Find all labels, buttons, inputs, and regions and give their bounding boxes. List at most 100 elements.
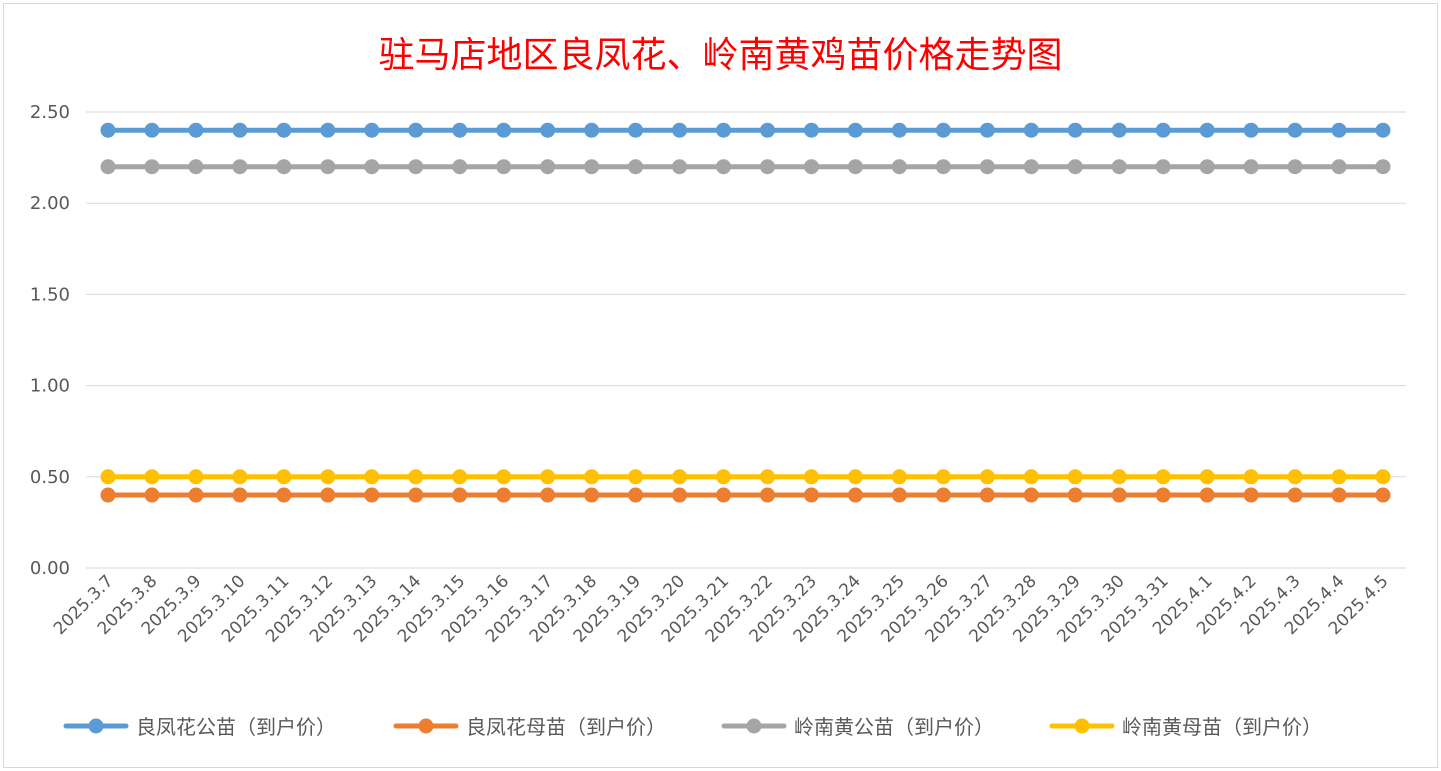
- y-tick-label: 0.00: [30, 558, 70, 579]
- data-point: [320, 469, 336, 485]
- data-point: [408, 469, 424, 485]
- data-point: [716, 122, 732, 138]
- data-point: [1199, 469, 1215, 485]
- data-point: [232, 122, 248, 138]
- data-point: [1023, 487, 1039, 503]
- data-point: [803, 159, 819, 175]
- data-point: [803, 469, 819, 485]
- data-point: [276, 122, 292, 138]
- data-point: [1375, 159, 1391, 175]
- data-point: [891, 159, 907, 175]
- data-point: [1199, 159, 1215, 175]
- data-point: [364, 122, 380, 138]
- data-point: [452, 487, 468, 503]
- data-point: [979, 122, 995, 138]
- data-point: [628, 159, 644, 175]
- data-point: [584, 469, 600, 485]
- data-point: [935, 469, 951, 485]
- data-point: [1287, 469, 1303, 485]
- data-point: [100, 487, 116, 503]
- data-point: [891, 469, 907, 485]
- data-point: [188, 469, 204, 485]
- data-point: [979, 469, 995, 485]
- data-point: [1023, 469, 1039, 485]
- data-point: [1331, 469, 1347, 485]
- data-point: [759, 487, 775, 503]
- y-tick-label: 0.50: [30, 467, 70, 488]
- data-point: [1199, 487, 1215, 503]
- data-point: [935, 159, 951, 175]
- data-point: [847, 487, 863, 503]
- data-point: [672, 487, 688, 503]
- data-point: [672, 469, 688, 485]
- data-point: [1243, 122, 1259, 138]
- data-point: [1111, 469, 1127, 485]
- data-point: [628, 122, 644, 138]
- data-point: [1023, 159, 1039, 175]
- y-tick-label: 2.00: [30, 193, 70, 214]
- data-point: [232, 469, 248, 485]
- data-point: [1375, 122, 1391, 138]
- data-point: [716, 469, 732, 485]
- data-point: [1067, 122, 1083, 138]
- data-point: [1331, 159, 1347, 175]
- x-axis-ticks: 2025.3.72025.3.82025.3.92025.3.102025.3.…: [50, 571, 1393, 646]
- data-point: [320, 122, 336, 138]
- data-point: [100, 159, 116, 175]
- data-point: [1111, 487, 1127, 503]
- data-point: [320, 159, 336, 175]
- data-point: [144, 469, 160, 485]
- data-point: [847, 159, 863, 175]
- data-point: [232, 159, 248, 175]
- data-point: [276, 159, 292, 175]
- data-point: [584, 487, 600, 503]
- data-point: [144, 122, 160, 138]
- data-point: [891, 122, 907, 138]
- data-point: [716, 159, 732, 175]
- data-point: [1155, 159, 1171, 175]
- data-point: [628, 469, 644, 485]
- legend-label: 岭南黄母苗（到户价）: [1122, 715, 1322, 739]
- data-point: [716, 487, 732, 503]
- data-point: [540, 159, 556, 175]
- data-point: [144, 487, 160, 503]
- data-point: [188, 487, 204, 503]
- data-point: [935, 487, 951, 503]
- data-point: [672, 159, 688, 175]
- data-point: [1155, 122, 1171, 138]
- legend-label: 良凤花公苗（到户价）: [136, 715, 336, 739]
- data-point: [276, 487, 292, 503]
- chart-title: 驻马店地区良凤花、岭南黄鸡苗价格走势图: [378, 35, 1063, 76]
- data-point: [935, 122, 951, 138]
- y-tick-label: 2.50: [30, 102, 70, 123]
- data-point: [847, 122, 863, 138]
- data-point: [364, 487, 380, 503]
- data-point: [540, 469, 556, 485]
- data-point: [1243, 159, 1259, 175]
- data-point: [1287, 122, 1303, 138]
- data-point: [891, 487, 907, 503]
- legend-swatch-marker: [418, 718, 434, 734]
- data-point: [496, 122, 512, 138]
- data-point: [1243, 487, 1259, 503]
- data-point: [452, 469, 468, 485]
- data-point: [144, 159, 160, 175]
- legend-swatch-marker: [88, 718, 104, 734]
- data-point: [496, 487, 512, 503]
- data-point: [847, 469, 863, 485]
- legend: 良凤花公苗（到户价） 良凤花母苗（到户价） 岭南黄公苗（到户价） 岭南黄母苗（到户价）: [63, 715, 1322, 739]
- data-point: [452, 159, 468, 175]
- data-point: [1067, 487, 1083, 503]
- data-point: [1375, 469, 1391, 485]
- data-point: [188, 122, 204, 138]
- data-point: [320, 487, 336, 503]
- data-point: [803, 122, 819, 138]
- legend-label: 良凤花母苗（到户价）: [466, 715, 666, 739]
- data-point: [1375, 487, 1391, 503]
- data-point: [100, 469, 116, 485]
- y-axis-ticks: 0.00 0.50 1.00 1.50 2.00 2.50: [30, 102, 70, 579]
- data-point: [188, 159, 204, 175]
- data-point: [584, 122, 600, 138]
- y-tick-label: 1.00: [30, 376, 70, 397]
